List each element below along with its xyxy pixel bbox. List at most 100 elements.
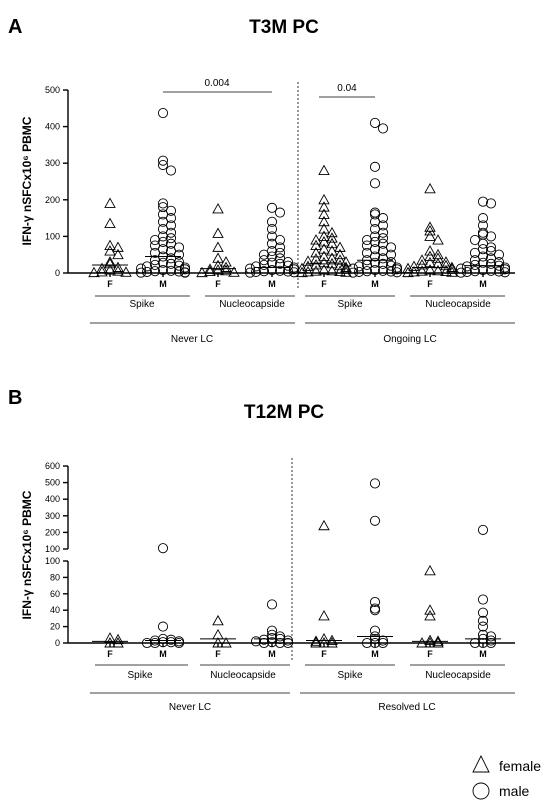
data-point-female — [424, 256, 436, 268]
data-point-female — [104, 264, 116, 275]
y-tick-label: 200 — [45, 195, 60, 205]
data-point-female — [326, 264, 338, 276]
data-point-female — [424, 564, 436, 576]
data-point-female — [302, 260, 314, 271]
data-point-female — [112, 261, 124, 272]
data-point-male — [477, 607, 489, 618]
data-point-male — [385, 266, 397, 277]
y-tick-label: 400 — [45, 122, 60, 132]
data-point-male — [477, 615, 489, 626]
data-point-male — [266, 265, 278, 276]
data-point-male — [266, 202, 278, 213]
antigen-label: Spike — [337, 299, 362, 310]
data-point-male — [361, 235, 373, 246]
data-point-male — [141, 266, 153, 277]
data-point-female — [424, 610, 436, 621]
data-point-female — [212, 264, 224, 275]
data-point-female — [318, 193, 330, 205]
data-point-male — [149, 235, 161, 246]
data-point-male — [377, 265, 389, 276]
data-point-male — [135, 263, 147, 274]
data-point-female — [96, 265, 108, 277]
data-point-male — [369, 605, 381, 616]
data-point-female — [220, 261, 232, 272]
data-point-female — [440, 259, 452, 271]
data-point-male — [179, 267, 191, 278]
data-point-female — [212, 203, 224, 214]
cohort-label: Never LC — [169, 702, 211, 713]
data-point-female — [318, 632, 330, 644]
data-point-female — [424, 245, 436, 256]
data-point-female — [424, 250, 436, 261]
comparison-p-value: 0.04 — [337, 83, 357, 94]
data-point-male — [461, 266, 473, 277]
y-tick-label: 0 — [55, 638, 60, 648]
legend-female-label: female — [499, 758, 541, 774]
data-point-male — [353, 266, 365, 277]
panel-b-y-axis: 0 20 40 60 80 100 100 200 300 400 500 600 — [45, 461, 69, 648]
x-tick-label: F — [107, 649, 113, 659]
data-point-female — [432, 264, 444, 276]
data-point-male — [244, 267, 256, 278]
data-point-male — [485, 231, 497, 242]
data-point-female — [326, 252, 338, 263]
legend-male-label: male — [499, 783, 530, 799]
data-point-female — [220, 637, 232, 648]
data-point-male — [266, 633, 278, 644]
data-point-male — [165, 637, 177, 648]
data-point-female — [432, 234, 444, 245]
data-point-male — [485, 265, 497, 276]
data-point-female — [302, 265, 314, 277]
data-point-male — [477, 621, 489, 632]
x-tick-label: M — [479, 649, 487, 659]
antigen-label: Spike — [127, 670, 152, 681]
data-point-female — [334, 265, 346, 276]
data-point-female — [318, 250, 330, 261]
data-point-female — [302, 255, 314, 266]
data-point-male — [165, 258, 177, 269]
data-point-female — [112, 637, 124, 648]
data-point-male — [258, 259, 270, 270]
data-point-male — [493, 266, 505, 277]
data-point-male — [135, 267, 147, 278]
data-point-female — [112, 241, 124, 252]
legend-female-triangle-icon — [472, 754, 490, 773]
data-point-male — [149, 266, 161, 277]
x-tick-label: F — [321, 279, 327, 289]
data-point-female — [310, 253, 322, 264]
data-point-male — [369, 515, 381, 526]
data-point-male — [369, 207, 381, 218]
x-tick-label: M — [268, 649, 276, 659]
data-point-female — [310, 637, 322, 648]
antigen-label: Nucleocapside — [425, 670, 491, 681]
data-point-female — [296, 262, 308, 274]
data-point-male — [274, 207, 286, 218]
data-point-female — [104, 256, 116, 267]
cohort-label: Ongoing LC — [383, 334, 436, 345]
panel-a-y-axis: 0 100 200 300 400 500 — [45, 85, 69, 278]
data-point-male — [369, 633, 381, 644]
data-point-female — [326, 232, 338, 243]
data-point-female — [416, 254, 428, 265]
data-point-female — [212, 252, 224, 263]
panel-a-y-axis-label: IFN-γ nSFCx10⁶ PBMC — [20, 116, 34, 245]
data-point-male — [369, 625, 381, 636]
data-point-male — [455, 263, 467, 274]
data-point-female — [424, 634, 436, 645]
data-point-male — [361, 637, 373, 649]
data-point-male — [266, 637, 278, 648]
data-point-male — [377, 123, 389, 134]
legend-male-circle-icon — [472, 782, 490, 800]
data-point-male — [149, 637, 161, 649]
data-point-female — [212, 614, 224, 626]
data-point-female — [440, 265, 452, 276]
data-point-male — [244, 263, 256, 274]
data-point-male — [477, 196, 489, 207]
data-point-female — [326, 226, 338, 238]
y-tick-label: 300 — [45, 511, 60, 521]
data-point-female — [310, 246, 322, 258]
data-point-male — [173, 260, 185, 271]
y-tick-label: 0 — [55, 268, 60, 278]
y-tick-label: 200 — [45, 527, 60, 537]
